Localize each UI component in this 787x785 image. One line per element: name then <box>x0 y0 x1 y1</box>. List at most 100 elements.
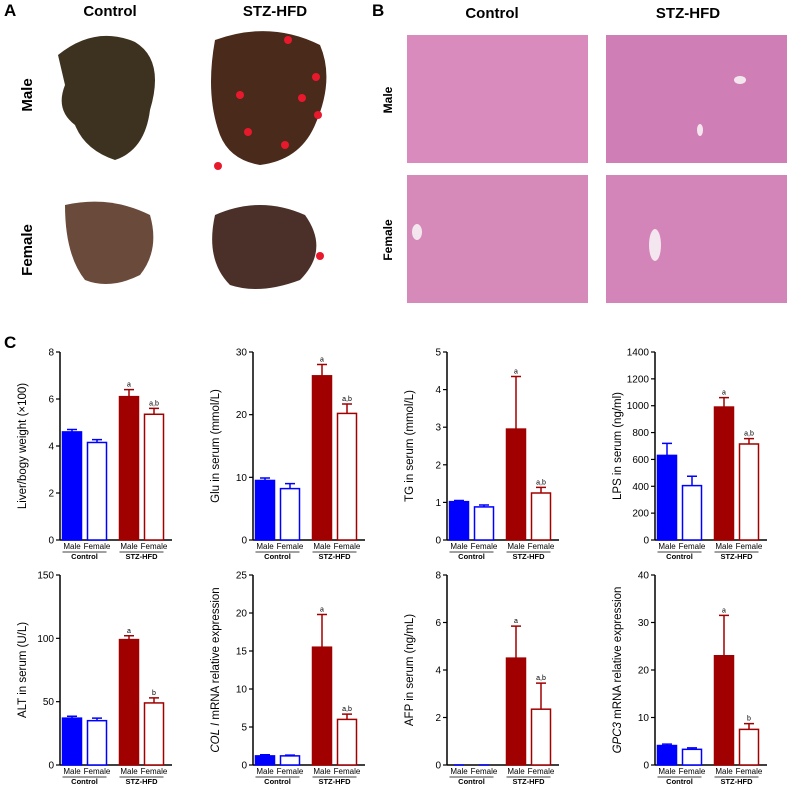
liver-photo <box>212 205 317 289</box>
bar <box>311 375 333 541</box>
significance-label: a,b <box>342 706 352 713</box>
row-header: Female <box>19 224 36 276</box>
bar <box>311 646 333 766</box>
bar <box>530 492 552 541</box>
x-tick-label: Female <box>736 542 763 551</box>
error-bar <box>687 475 697 486</box>
group-label: Control <box>264 777 291 785</box>
bar <box>713 655 735 766</box>
group-label: Control <box>71 777 98 785</box>
bar <box>61 431 83 541</box>
group-label: Control <box>71 552 98 561</box>
group-label: STZ-HFD <box>720 552 753 561</box>
arrows <box>214 36 324 260</box>
group-label: Control <box>458 777 485 785</box>
bar <box>448 500 470 541</box>
bar <box>656 454 678 541</box>
significance-label: a,b <box>342 396 352 403</box>
bar <box>681 484 703 541</box>
significance-label: a <box>722 607 726 614</box>
group-label: Control <box>666 777 693 785</box>
significance-label: a <box>127 628 131 635</box>
y-tick-label: 400 <box>632 482 649 493</box>
panel-label: B <box>372 1 384 20</box>
error-bar <box>342 713 352 720</box>
error-bar <box>317 613 327 648</box>
y-tick-label: 0 <box>643 536 649 547</box>
bar <box>505 657 527 766</box>
y-tick-label: 0 <box>241 761 247 772</box>
significance-label: a,b <box>536 479 546 486</box>
bar <box>86 719 108 766</box>
significance-label: a <box>320 357 324 364</box>
y-tick-label: 1000 <box>627 401 650 412</box>
error-bar <box>149 697 159 703</box>
error-bar <box>511 375 521 430</box>
bar <box>473 506 495 541</box>
bar <box>738 728 760 766</box>
micrographs <box>407 35 787 303</box>
y-tick-label: 3 <box>435 423 441 434</box>
y-axis-label: Glu in serum (mmol/L) <box>210 389 222 503</box>
y-tick-label: 6 <box>435 618 441 629</box>
y-axis-label: GPC3 mRNA relative expression <box>612 587 624 754</box>
x-tick-label: Male <box>256 767 274 776</box>
x-tick-label: Male <box>313 767 331 776</box>
micrograph <box>407 35 588 163</box>
y-tick-label: 4 <box>48 442 54 453</box>
x-tick-label: Female <box>84 542 111 551</box>
x-tick-label: Male <box>256 542 274 551</box>
y-tick-label: 5 <box>435 348 441 359</box>
x-tick-label: Female <box>471 542 498 551</box>
panel-label: C <box>4 333 16 352</box>
y-tick-label: 2 <box>435 713 441 724</box>
x-tick-label: Male <box>658 767 676 776</box>
liver-photos <box>58 31 327 289</box>
x-tick-label: Female <box>528 542 555 551</box>
x-tick-label: Male <box>63 767 81 776</box>
error-bar <box>260 753 270 756</box>
error-bar <box>662 743 672 746</box>
y-tick-label: 2 <box>435 460 441 471</box>
y-tick-label: 0 <box>643 761 649 772</box>
y-tick-label: 0 <box>435 761 441 772</box>
y-tick-label: 40 <box>638 571 650 582</box>
error-bar <box>536 682 546 710</box>
x-tick-label: Female <box>528 767 555 776</box>
significance-label: a <box>514 368 518 375</box>
y-tick-label: 800 <box>632 428 649 439</box>
error-bar <box>744 722 754 730</box>
bar <box>118 395 140 541</box>
group-label: Control <box>666 552 693 561</box>
x-tick-label: Female <box>679 542 706 551</box>
liver-photo <box>65 201 154 284</box>
micrograph <box>606 175 787 303</box>
x-tick-label: Male <box>120 767 138 776</box>
y-axis-label-part: mRNA relative expression <box>210 587 222 719</box>
significance-label: b <box>152 690 156 697</box>
y-axis-label-part: GPC3 <box>612 722 624 754</box>
x-tick-label: Female <box>277 542 304 551</box>
y-tick-label: 10 <box>638 713 650 724</box>
micrograph <box>606 35 787 163</box>
bar <box>713 406 735 541</box>
x-tick-label: Female <box>736 767 763 776</box>
y-tick-label: 10 <box>236 473 248 484</box>
error-bar <box>342 403 352 414</box>
bar <box>86 441 108 541</box>
x-tick-label: Female <box>277 767 304 776</box>
error-bar <box>511 625 521 659</box>
y-tick-label: 2 <box>48 489 54 500</box>
significance-label: b <box>747 716 751 723</box>
x-tick-label: Male <box>507 767 525 776</box>
x-tick-label: Female <box>679 767 706 776</box>
y-axis-label-part: COL I <box>210 722 222 753</box>
y-tick-label: 8 <box>435 571 441 582</box>
y-tick-label: 5 <box>241 723 247 734</box>
y-tick-label: 20 <box>236 609 248 620</box>
y-tick-label: 1400 <box>627 348 650 359</box>
group-label: STZ-HFD <box>318 552 351 561</box>
y-tick-label: 4 <box>435 385 441 396</box>
y-tick-label: 200 <box>632 509 649 520</box>
